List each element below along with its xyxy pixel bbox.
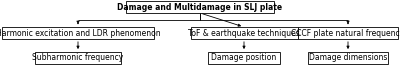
Text: Harmonic excitation and LDR phenomenon: Harmonic excitation and LDR phenomenon: [0, 28, 160, 37]
Bar: [208, 52, 280, 64]
Bar: [2, 27, 154, 39]
Bar: [308, 52, 388, 64]
Bar: [298, 27, 398, 39]
Text: Subharmonic frequency: Subharmonic frequency: [32, 54, 124, 62]
Text: Damage position: Damage position: [211, 54, 277, 62]
Bar: [35, 52, 121, 64]
Bar: [126, 1, 274, 13]
Text: Damage and Multidamage in SLJ plate: Damage and Multidamage in SLJ plate: [118, 3, 282, 11]
Text: ToF & earthquake techniques: ToF & earthquake techniques: [188, 28, 300, 37]
Text: Damage dimensions: Damage dimensions: [309, 54, 387, 62]
Bar: [190, 27, 298, 39]
Text: CCCF plate natural frequency: CCCF plate natural frequency: [292, 28, 400, 37]
